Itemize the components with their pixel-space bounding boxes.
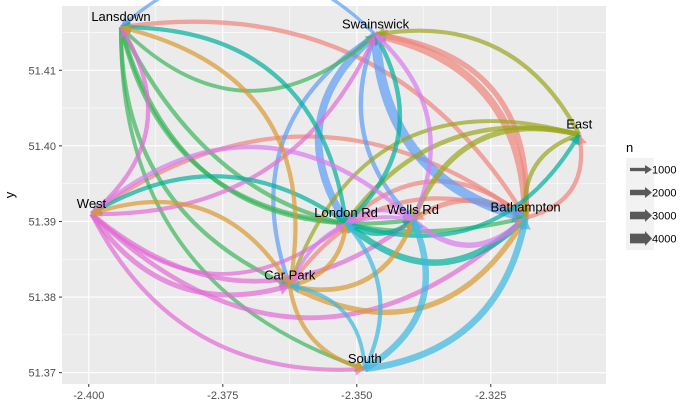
flow-arc	[90, 26, 151, 216]
flow-arc	[411, 215, 528, 248]
flow-arc	[364, 217, 529, 373]
node-label: South	[348, 351, 382, 366]
flow-arrowhead	[121, 23, 132, 36]
flow-arc	[344, 33, 402, 225]
flow-arc	[120, 25, 349, 224]
legend-label: 2000	[652, 188, 676, 200]
node-label: Bathampton	[491, 200, 561, 215]
flow-arc	[374, 30, 530, 218]
flow-arrowhead	[516, 217, 531, 230]
flow-arc	[344, 221, 383, 370]
axis-ticks: -2.400 -2.375 -2.350 -2.325 51.37 51.38 51.39 5…	[28, 65, 506, 402]
x-tick-label: -2.400	[73, 390, 104, 402]
node-labels: Lansdown Swainswick East West London Rd Wells…	[77, 9, 593, 366]
node-label: Lansdown	[91, 9, 150, 24]
flow-arc	[91, 33, 378, 216]
flow-arc	[90, 174, 348, 225]
flow-arrowhead	[569, 134, 580, 146]
node-label: West	[77, 196, 107, 211]
legend: n 1000 2000 3000 4000	[626, 140, 676, 250]
flow-arc	[374, 33, 433, 221]
legend-label: 4000	[652, 234, 676, 246]
flow-arrowhead	[91, 205, 103, 217]
y-tick-label: 51.39	[28, 216, 56, 228]
flow-arc	[120, 25, 298, 287]
flow-arrowhead	[354, 360, 365, 373]
flow-arc	[89, 212, 291, 298]
x-tick-label: -2.350	[341, 390, 372, 402]
flow-arc	[289, 283, 367, 370]
x-tick-label: -2.325	[475, 390, 506, 402]
flow-arc	[345, 133, 581, 238]
legend-title: n	[626, 140, 633, 155]
legend-key-arrow	[645, 165, 652, 174]
flow-arc	[119, 0, 377, 36]
y-tick-label: 51.37	[28, 368, 56, 380]
flow-arrowhead	[375, 34, 387, 46]
flow-arcs	[89, 0, 587, 376]
flow-arc	[90, 212, 415, 284]
flow-arrowhead	[410, 219, 424, 233]
node-label: Swainswick	[342, 17, 410, 32]
y-tick-label: 51.40	[28, 141, 56, 153]
flow-arc	[288, 215, 414, 287]
flow-arc	[522, 132, 580, 218]
y-axis-title: y	[2, 191, 17, 198]
flow-arrowhead	[346, 223, 357, 235]
legend-key-arrow	[645, 231, 652, 246]
flow-arc	[358, 33, 415, 222]
flow-arrowhead	[518, 207, 531, 218]
flow-arrowhead	[278, 282, 290, 295]
flow-arc	[90, 144, 415, 222]
flow-arc	[525, 134, 584, 220]
flow-arc	[119, 27, 366, 371]
flow-arc	[287, 285, 366, 371]
x-tick-label: -2.375	[207, 390, 238, 402]
flow-arc	[363, 218, 429, 372]
node-label: London Rd	[314, 205, 378, 220]
legend-label: 3000	[652, 211, 676, 223]
flow-arc	[119, 26, 527, 234]
node-label: East	[566, 117, 592, 132]
y-tick-label: 51.41	[28, 65, 56, 77]
flow-arc	[375, 31, 530, 218]
legend-label: 1000	[652, 165, 676, 177]
flow-arc	[89, 212, 365, 372]
flow-arrowhead	[366, 34, 378, 46]
legend-key-arrow	[645, 209, 652, 222]
flow-arrowhead	[120, 27, 132, 39]
y-tick-label: 51.38	[28, 292, 56, 304]
flow-arc	[90, 200, 292, 287]
flow-arc	[375, 28, 582, 136]
node-label: Wells Rd	[387, 202, 439, 217]
flow-arc	[89, 212, 528, 321]
legend-key-arrow	[645, 187, 652, 198]
node-label: Car Park	[264, 268, 316, 283]
flow-arrowhead	[289, 281, 300, 293]
